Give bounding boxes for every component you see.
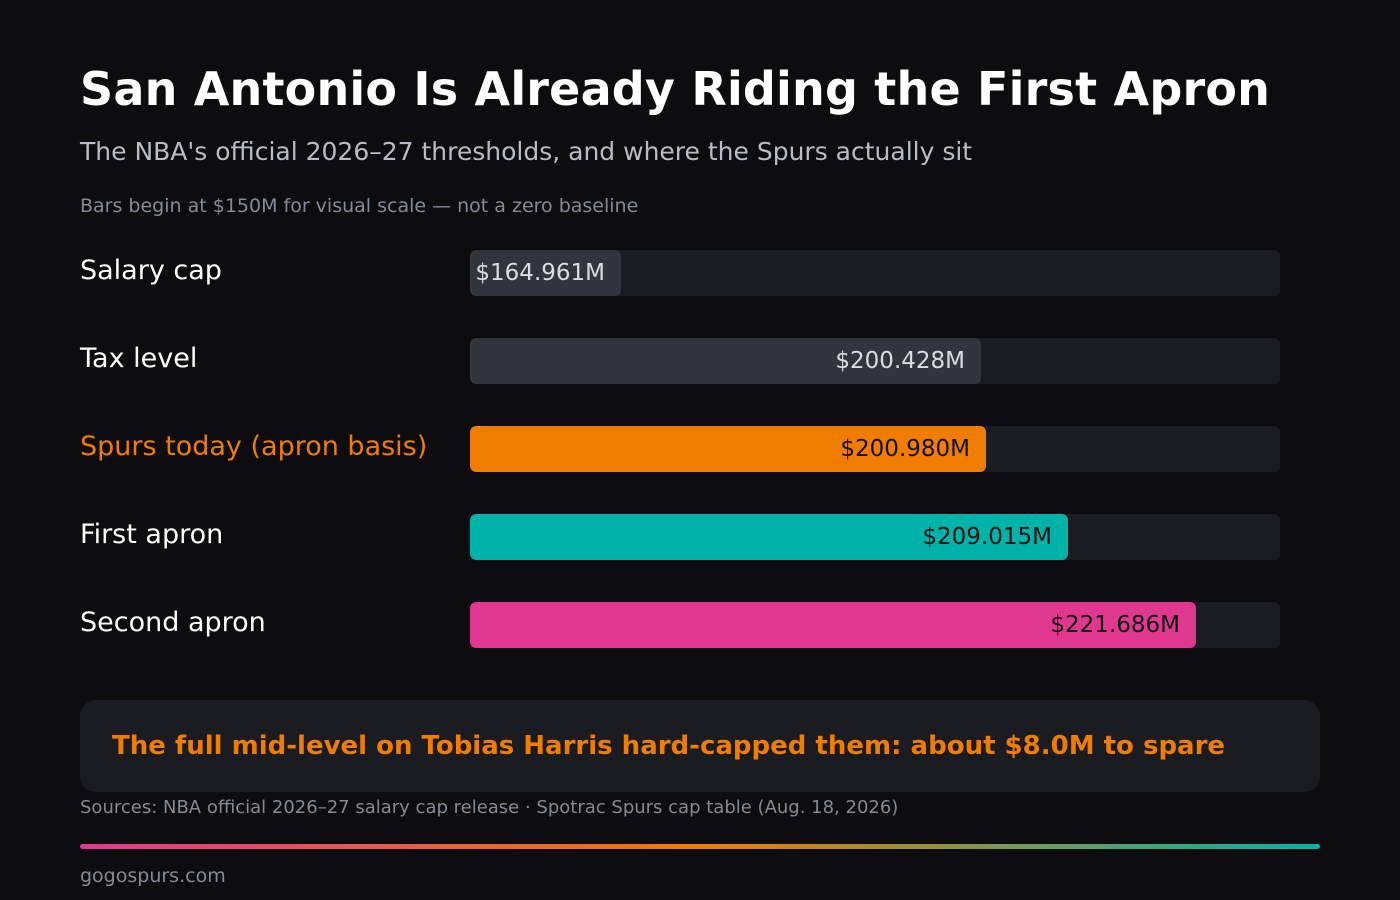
bar-track-first-apron: $209.015M <box>470 514 1280 560</box>
bar-track-second-apron: $221.686M <box>470 602 1280 648</box>
sources-note: Sources: NBA official 2026–27 salary cap… <box>80 797 899 818</box>
bar-first-apron <box>470 514 1068 560</box>
bar-value-label-tax-level: $200.428M <box>835 348 965 374</box>
bar-track-salary-cap: $164.961M <box>470 250 1280 296</box>
callout-box: The full mid-level on Tobias Harris hard… <box>80 700 1320 792</box>
bar-spurs-today-apron-basis <box>470 426 986 472</box>
chart-subtitle: The NBA's official 2026–27 thresholds, a… <box>80 137 973 166</box>
row-label-spurs-today-apron-basis: Spurs today (apron basis) <box>80 431 428 462</box>
callout-text: The full mid-level on Tobias Harris hard… <box>112 731 1226 761</box>
bar-value-label-spurs-today-apron-basis: $200.980M <box>840 436 970 462</box>
site-name: gogospurs.com <box>80 865 226 887</box>
bar-value-label-first-apron: $209.015M <box>922 524 1052 550</box>
bar-salary-cap <box>470 250 621 296</box>
gradient-divider <box>80 844 1320 849</box>
row-label-tax-level: Tax level <box>80 343 198 374</box>
bar-tax-level <box>470 338 981 384</box>
row-label-second-apron: Second apron <box>80 607 266 638</box>
row-label-salary-cap: Salary cap <box>80 255 222 286</box>
chart-title: San Antonio Is Already Riding the First … <box>80 62 1271 116</box>
baseline-note: Bars begin at $150M for visual scale — n… <box>80 195 639 217</box>
bar-second-apron <box>470 602 1196 648</box>
bar-track-spurs-today-apron-basis: $200.980M <box>470 426 1280 472</box>
bar-value-label-second-apron: $221.686M <box>1050 612 1180 638</box>
bar-value-label-salary-cap: $164.961M <box>475 260 605 286</box>
row-label-first-apron: First apron <box>80 519 224 550</box>
bar-track-tax-level: $200.428M <box>470 338 1280 384</box>
